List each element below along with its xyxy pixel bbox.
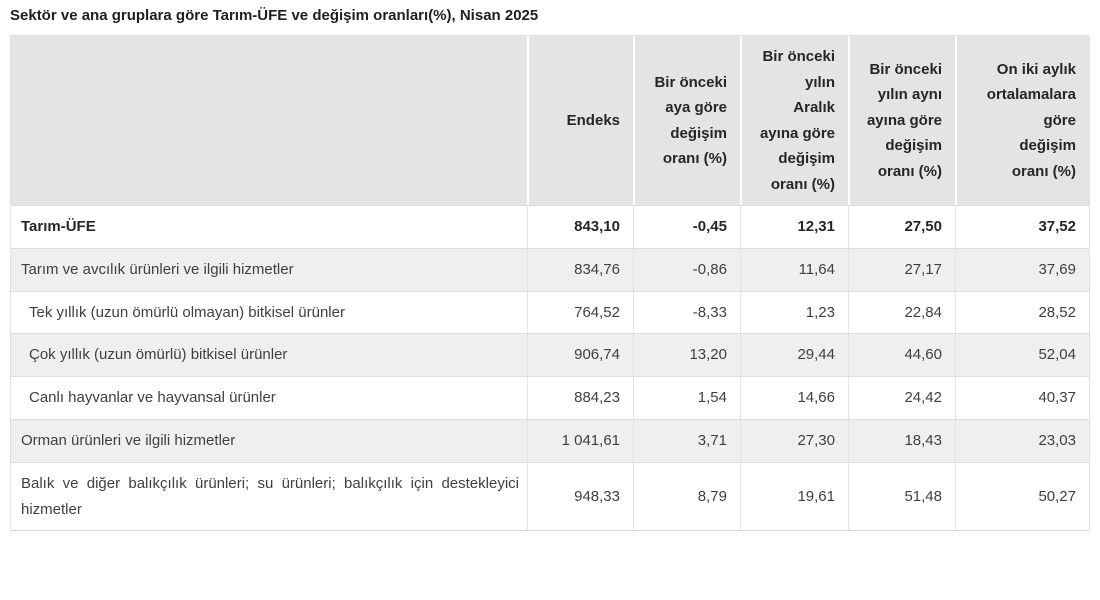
row-label: Canlı hayvanlar ve hayvansal ürünler	[11, 376, 527, 419]
row-value: 19,61	[740, 461, 848, 531]
column-header-twelve-month-average-change: On iki aylık ortalamalara göre değişim o…	[955, 36, 1089, 205]
row-label: Balık ve diğer balıkçılık ürünleri; su ü…	[11, 461, 527, 531]
row-value: 37,69	[955, 247, 1089, 291]
row-value: 22,84	[848, 290, 955, 334]
row-label: Tarım ve avcılık ürünleri ve ilgili hizm…	[11, 247, 527, 291]
row-value: 884,23	[527, 376, 633, 419]
row-label: Tarım-ÜFE	[11, 205, 527, 248]
row-value: 18,43	[848, 418, 955, 462]
header-row: Endeks Bir önceki aya göre değişim oranı…	[11, 36, 1089, 205]
row-value: 843,10	[527, 205, 633, 248]
row-value: 24,42	[848, 376, 955, 419]
row-value: 3,71	[633, 418, 740, 462]
row-value: -0,45	[633, 205, 740, 248]
row-value: -0,86	[633, 247, 740, 291]
row-value: 834,76	[527, 247, 633, 291]
table-row: Tarım ve avcılık ürünleri ve ilgili hizm…	[11, 247, 1089, 291]
row-value: -8,33	[633, 290, 740, 334]
table-row: Canlı hayvanlar ve hayvansal ürünler 884…	[11, 376, 1089, 419]
row-value: 11,64	[740, 247, 848, 291]
table-row: Balık ve diğer balıkçılık ürünleri; su ü…	[11, 461, 1089, 531]
table-body: Tarım-ÜFE 843,10 -0,45 12,31 27,50 37,52…	[11, 205, 1089, 531]
page-title: Sektör ve ana gruplara göre Tarım-ÜFE ve…	[10, 7, 539, 24]
row-value: 1,54	[633, 376, 740, 419]
row-value: 1,23	[740, 290, 848, 334]
row-value: 27,30	[740, 418, 848, 462]
column-header-empty	[11, 36, 527, 205]
row-label: Tek yıllık (uzun ömürlü olmayan) bitkise…	[11, 290, 527, 334]
row-value: 23,03	[955, 418, 1089, 462]
row-value: 906,74	[527, 333, 633, 377]
row-value: 28,52	[955, 290, 1089, 334]
table-row: Tek yıllık (uzun ömürlü olmayan) bitkise…	[11, 290, 1089, 334]
row-value: 12,31	[740, 205, 848, 248]
report-page: Sektör ve ana gruplara göre Tarım-ÜFE ve…	[10, 7, 1090, 532]
row-value: 27,50	[848, 205, 955, 248]
row-value: 51,48	[848, 461, 955, 531]
row-value: 37,52	[955, 205, 1089, 248]
row-value: 44,60	[848, 333, 955, 377]
column-header-year-over-year-change: Bir önceki yılın aynı ayına göre değişim…	[848, 36, 955, 205]
row-label: Çok yıllık (uzun ömürlü) bitkisel ürünle…	[11, 333, 527, 377]
table-row: Orman ürünleri ve ilgili hizmetler 1 041…	[11, 418, 1089, 462]
row-value: 40,37	[955, 376, 1089, 419]
row-value: 27,17	[848, 247, 955, 291]
table-row: Tarım-ÜFE 843,10 -0,45 12,31 27,50 37,52	[11, 205, 1089, 248]
row-value: 8,79	[633, 461, 740, 531]
row-value: 764,52	[527, 290, 633, 334]
row-label: Orman ürünleri ve ilgili hizmetler	[11, 418, 527, 462]
row-value: 1 041,61	[527, 418, 633, 462]
table-row: Çok yıllık (uzun ömürlü) bitkisel ürünle…	[11, 333, 1089, 377]
row-value: 948,33	[527, 461, 633, 531]
row-value: 52,04	[955, 333, 1089, 377]
row-value: 50,27	[955, 461, 1089, 531]
row-value: 14,66	[740, 376, 848, 419]
column-header-change-since-december: Bir önceki yılın Aralık ayına göre değiş…	[740, 36, 848, 205]
column-header-monthly-change: Bir önceki aya göre değişim oranı (%)	[633, 36, 740, 205]
data-table: Endeks Bir önceki aya göre değişim oranı…	[10, 35, 1090, 532]
column-header-endeks: Endeks	[527, 36, 633, 205]
row-value: 29,44	[740, 333, 848, 377]
row-value: 13,20	[633, 333, 740, 377]
